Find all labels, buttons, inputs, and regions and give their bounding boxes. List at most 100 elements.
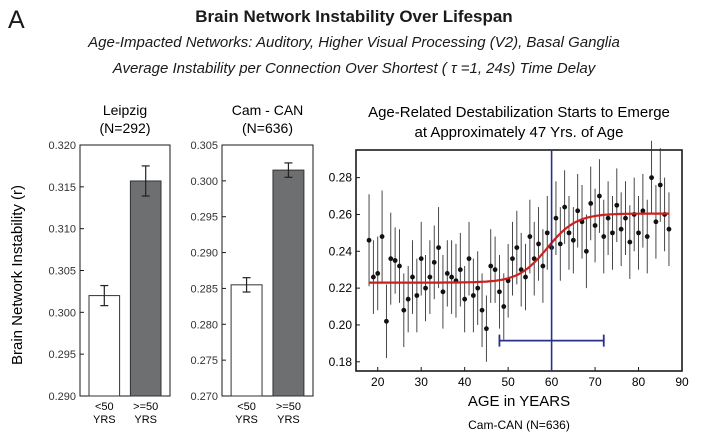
y-tick-label: 0.18 xyxy=(329,355,353,369)
bar-chart-subtitle: (N=292) xyxy=(100,120,151,136)
data-point xyxy=(388,256,394,262)
y-tick-label: 0.310 xyxy=(48,224,76,236)
y-tick-label: 0.28 xyxy=(329,171,353,185)
bar-50-plus xyxy=(272,169,305,397)
bar-50-plus xyxy=(129,180,162,397)
data-point xyxy=(636,230,641,236)
data-point xyxy=(588,201,594,206)
data-point xyxy=(375,270,381,276)
x-tick-label: 50 xyxy=(501,375,515,389)
data-point xyxy=(457,267,463,273)
data-point xyxy=(414,293,420,298)
data-point xyxy=(597,193,602,199)
x-tick-label: 30 xyxy=(415,375,429,389)
y-tick-label: 0.24 xyxy=(329,244,353,258)
plot-frame xyxy=(355,149,683,372)
panel-letter: A xyxy=(8,6,25,34)
data-point xyxy=(366,237,372,243)
shared-y-axis-label: Brain Network Instability (r) xyxy=(9,185,26,365)
data-point xyxy=(444,270,450,276)
data-point xyxy=(605,215,611,221)
camcan-bar-chart: Cam - CAN (N=636) 0.270 0.275 0.280 0.285 0.29… xyxy=(190,102,314,426)
data-point xyxy=(627,239,633,245)
data-point xyxy=(497,289,502,295)
data-point xyxy=(449,274,455,280)
data-point xyxy=(544,230,550,236)
x-tick-label: YRS xyxy=(93,414,116,426)
data-point xyxy=(657,182,663,188)
bar-under-50 xyxy=(230,284,263,397)
figure-subtitle-1: Age-Impacted Networks: Auditory, Higher … xyxy=(88,34,620,51)
data-point xyxy=(575,208,581,214)
x-tick-label: <50 xyxy=(237,401,256,413)
data-point xyxy=(436,245,441,251)
data-point xyxy=(536,241,541,247)
y-tick-label: 0.305 xyxy=(48,266,76,278)
figure-title: Brain Network Instability Over Lifespan xyxy=(195,7,513,26)
data-point xyxy=(379,234,385,239)
x-tick-label: >=50 xyxy=(276,401,301,413)
x-tick-label: 60 xyxy=(545,375,559,389)
y-tick-label: 0.270 xyxy=(190,391,218,403)
y-tick-label: 0.280 xyxy=(190,319,218,331)
x-tick-label: 70 xyxy=(588,375,602,389)
y-tick-label: 0.300 xyxy=(190,176,218,188)
data-point xyxy=(479,307,485,313)
data-point xyxy=(410,274,415,280)
y-tick-label: 0.22 xyxy=(329,281,353,295)
data-point xyxy=(501,304,507,309)
y-tick-label: 0.290 xyxy=(190,248,218,260)
bar-chart-title: Cam - CAN xyxy=(232,102,304,118)
scatter-title: Age-Related Destabilization Starts to Em… xyxy=(368,104,670,121)
data-point xyxy=(601,234,607,239)
x-tick-label: 80 xyxy=(632,375,646,389)
data-point xyxy=(466,256,472,262)
x-tick-label: >=50 xyxy=(133,401,158,413)
x-tick-label: YRS xyxy=(235,414,258,426)
x-tick-label: 90 xyxy=(675,375,689,389)
data-point xyxy=(644,234,650,239)
y-tick-label: 0.305 xyxy=(190,140,218,152)
data-point xyxy=(557,241,563,247)
data-point xyxy=(475,285,481,291)
data-point xyxy=(431,259,437,265)
leipzig-bar-chart: Leipzig (N=292) 0.290 0.295 0.300 0.305 0.310 0… xyxy=(48,102,171,426)
x-tick-label: YRS xyxy=(277,414,300,426)
data-point xyxy=(470,293,476,298)
logistic-fit-curve xyxy=(369,212,669,284)
data-point xyxy=(427,274,433,280)
data-point xyxy=(418,256,424,262)
data-point xyxy=(566,230,572,236)
x-tick-label: <50 xyxy=(95,401,114,413)
data-point xyxy=(623,215,628,221)
data-point xyxy=(653,219,659,225)
y-tick-label: 0.275 xyxy=(190,355,218,367)
data-point xyxy=(640,208,646,214)
y-tick-label: 0.320 xyxy=(48,140,76,152)
figure-subtitle-2: Average Instability per Connection Over … xyxy=(112,60,596,77)
data-point xyxy=(462,296,468,302)
data-point xyxy=(562,204,568,210)
age-scatter-chart: Age-Related Destabilization Starts to Em… xyxy=(329,104,689,432)
data-point xyxy=(618,226,624,232)
data-point xyxy=(583,248,589,254)
plot-frame xyxy=(221,144,314,397)
x-tick-label: 20 xyxy=(371,375,385,389)
x-tick-label: YRS xyxy=(134,414,157,426)
data-point xyxy=(523,274,528,280)
data-point xyxy=(592,223,598,228)
y-tick-label: 0.295 xyxy=(190,212,218,224)
scatter-subtitle: at Approximately 47 Yrs. of Age xyxy=(414,124,623,141)
data-point xyxy=(492,267,498,273)
data-point xyxy=(666,226,672,232)
data-point xyxy=(397,263,402,269)
data-point xyxy=(440,289,446,295)
bar-chart-title: Leipzig xyxy=(103,102,147,118)
x-tick-label: 40 xyxy=(458,375,472,389)
data-point xyxy=(540,263,546,269)
y-tick-label: 0.315 xyxy=(48,182,76,194)
data-point xyxy=(405,296,411,302)
data-point xyxy=(570,237,576,243)
